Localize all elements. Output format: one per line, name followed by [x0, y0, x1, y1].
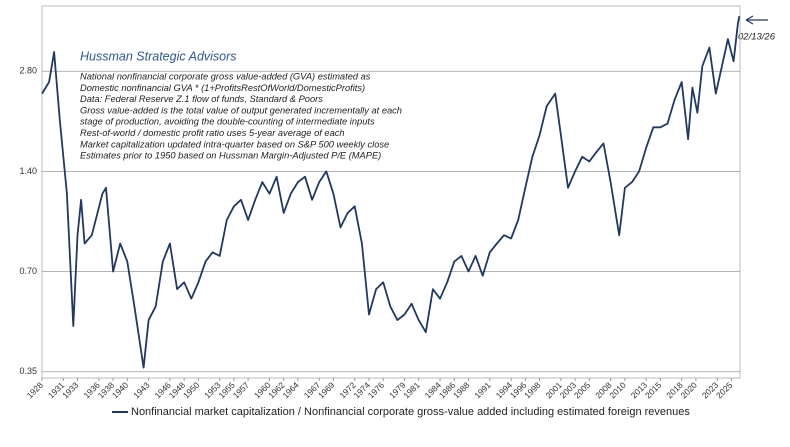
annotation: Rest-of-world / domestic profit ratio us…	[80, 128, 345, 138]
annotation: Market capitalization updated intra-quar…	[80, 139, 389, 149]
y-tick-label: 2.80	[19, 66, 37, 76]
annotation: Gross value-added is the total value of …	[80, 105, 402, 115]
y-tick-label: 0.70	[19, 266, 37, 276]
annotation: stage of production, avoiding the double…	[80, 117, 375, 127]
annotation-block: National nonfinancial corporate gross va…	[80, 71, 402, 160]
annotation: Data: Federal Reserve Z.1 flow of funds,…	[80, 94, 323, 104]
annotation: Estimates prior to 1950 based on Hussman…	[80, 151, 381, 161]
date-label: 02/13/26	[738, 32, 776, 43]
plot-frame	[41, 5, 741, 379]
legend-label: Nonfinancial market capitalization / Non…	[131, 406, 690, 418]
series-line	[41, 16, 741, 369]
y-tick-label: 0.35	[19, 366, 37, 376]
annotation: Domestic nonfinancial GVA * (1+ProfitsRe…	[80, 83, 365, 93]
date-arrow	[745, 15, 768, 25]
annotation: National nonfinancial corporate gross va…	[80, 71, 371, 81]
chart-title: Hussman Strategic Advisors	[80, 49, 237, 63]
y-tick-label: 1.40	[19, 166, 37, 176]
